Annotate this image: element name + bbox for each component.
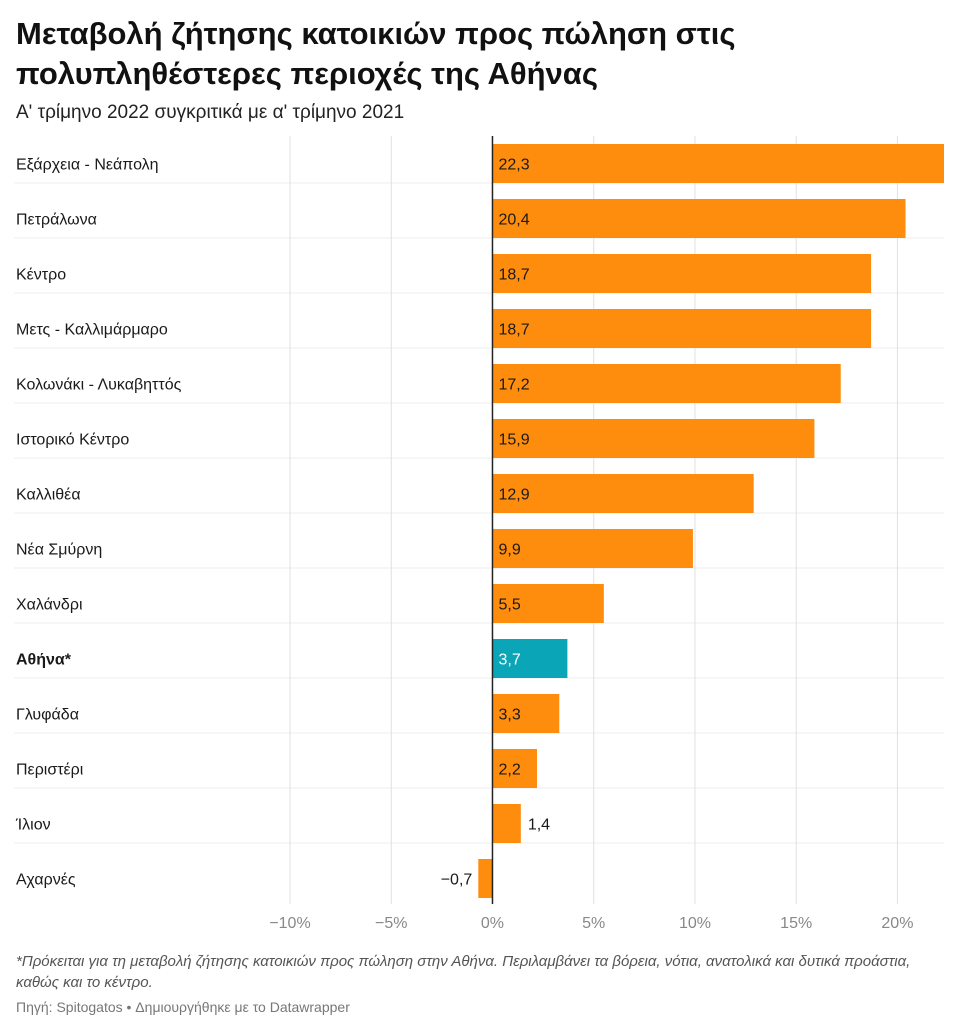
bar [492,474,754,513]
chart-notes: *Πρόκειται για τη μεταβολή ζήτησης κατοι… [16,953,911,991]
category-label: Περιστέρι [16,762,84,779]
category-label: Καλλιθέα [16,487,81,504]
x-tick-label: −10% [269,915,310,932]
bar [492,804,521,843]
data-label: 3,7 [498,652,520,669]
data-label: 12,9 [498,487,529,504]
category-label: Κέντρο [16,267,66,284]
category-label: Αθήνα* [16,652,72,669]
category-label: Γλυφάδα [16,707,79,724]
category-label: Ιστορικό Κέντρο [16,432,129,449]
data-label: 18,7 [498,267,529,284]
bar [492,309,872,348]
data-label: 2,2 [498,762,520,779]
chart-title: Μεταβολή ζήτησης κατοικιών προς πώληση σ… [16,16,736,91]
x-tick-label: −5% [375,915,407,932]
bar [492,199,906,238]
category-label: Μετς - Καλλιμάρμαρο [16,322,168,339]
category-label: Εξάρχεια - Νεάπολη [16,157,159,174]
data-label: 3,3 [498,707,520,724]
bar [492,144,944,183]
category-label: Αχαρνές [16,872,76,889]
x-tick-label: 20% [881,915,913,932]
category-label: Κολωνάκι - Λυκαβηττός [16,377,182,394]
x-tick-label: 0% [481,915,504,932]
bar [492,254,872,293]
bar [492,529,693,568]
data-label: 18,7 [498,322,529,339]
category-label: Πετράλωνα [16,212,97,229]
chart-subtitle: Α' τρίμηνο 2022 συγκριτικά με α' τρίμηνο… [16,102,405,123]
chart-footer: Πηγή: Spitogatos • Δημιουργήθηκε με το D… [16,999,350,1015]
x-tick-label: 10% [679,915,711,932]
x-tick-label: 15% [780,915,812,932]
data-label: 9,9 [498,542,520,559]
bar [492,749,538,788]
x-tick-label: 5% [582,915,605,932]
data-label: 22,3 [498,157,529,174]
bar [492,419,815,458]
bar [492,364,841,403]
bar-chart-svg: Εξάρχεια - Νεάπολη 22,3 Πετράλωνα 20,4 Κέντρ… [14,136,944,932]
data-label: 1,4 [528,817,550,834]
bar-chart: Εξάρχεια - Νεάπολη 22,3 Πετράλωνα 20,4 Κέντρ… [0,136,960,936]
data-label: 17,2 [498,377,529,394]
data-label: 15,9 [498,432,529,449]
bar [492,584,604,623]
bar [478,859,493,898]
data-label: −0,7 [441,872,473,889]
bar [492,694,560,733]
category-label: Νέα Σμύρνη [16,542,102,559]
data-label: 5,5 [498,597,520,614]
data-label: 20,4 [498,212,529,229]
bar [492,639,568,678]
category-label: Χαλάνδρι [16,597,83,614]
category-label: Ίλιον [15,817,51,834]
